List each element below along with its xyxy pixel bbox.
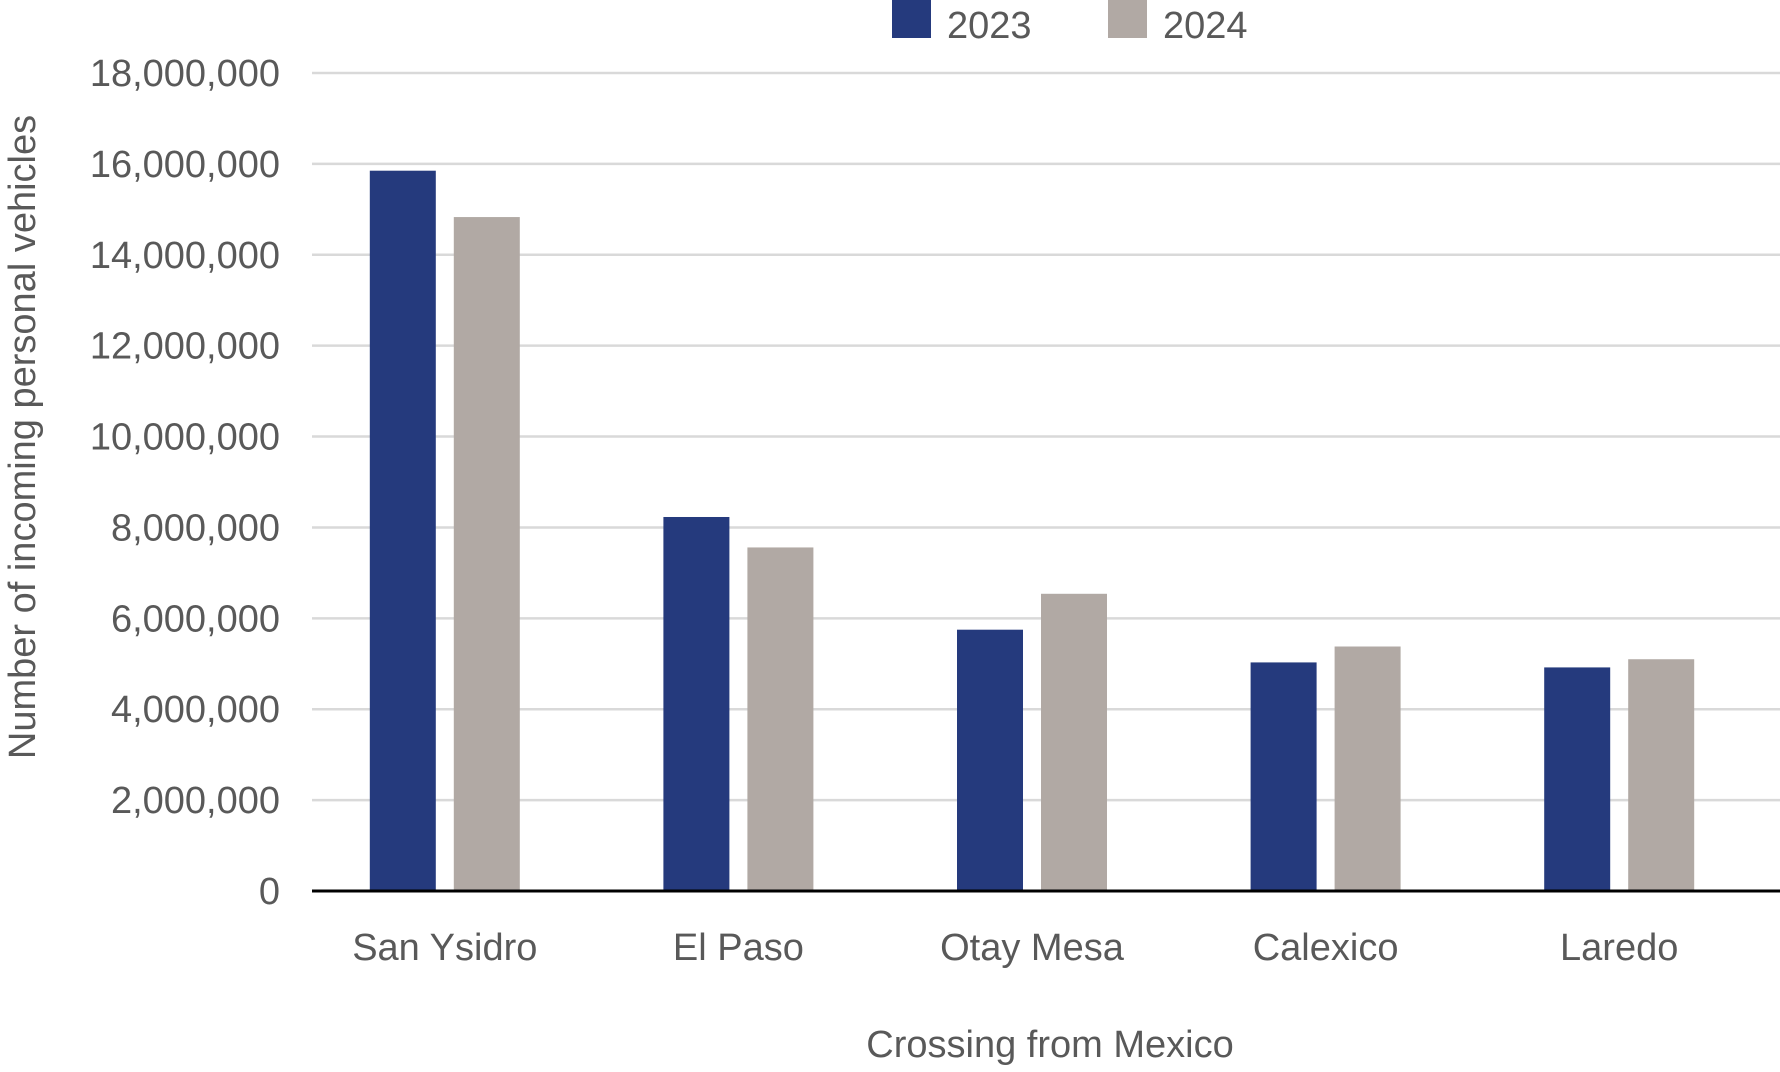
x-tick-label: Laredo bbox=[1560, 927, 1678, 969]
bar-2024-otay-mesa bbox=[1041, 593, 1107, 891]
legend-label-2023: 2023 bbox=[947, 5, 1032, 47]
bar-2023-otay-mesa bbox=[957, 629, 1023, 891]
x-axis-tick-labels: San Ysidro El Paso Otay Mesa Calexico Laredo bbox=[352, 927, 1678, 969]
gridlines bbox=[312, 71, 1780, 802]
y-tick-label: 16,000,000 bbox=[90, 144, 280, 186]
y-tick-label: 10,000,000 bbox=[90, 417, 280, 459]
bar-2023-san-ysidro bbox=[369, 170, 436, 891]
y-tick-label: 14,000,000 bbox=[90, 235, 280, 277]
y-axis-title: Number of incoming personal vehicles bbox=[2, 115, 44, 759]
bar-2024-laredo bbox=[1628, 659, 1695, 891]
legend-label-2024: 2024 bbox=[1163, 5, 1248, 47]
x-tick-label: Calexico bbox=[1253, 927, 1399, 969]
x-tick-label: San Ysidro bbox=[352, 927, 537, 969]
bar-2023-el-paso bbox=[663, 516, 730, 891]
bar-2024-el-paso bbox=[747, 547, 814, 891]
y-tick-label: 6,000,000 bbox=[111, 598, 280, 640]
y-tick-label: 2,000,000 bbox=[111, 780, 280, 822]
y-tick-label: 18,000,000 bbox=[90, 53, 280, 95]
legend-swatch-2024 bbox=[1108, 0, 1147, 38]
y-tick-label: 4,000,000 bbox=[111, 689, 280, 731]
legend-swatch-2023 bbox=[892, 0, 931, 38]
y-tick-label: 0 bbox=[259, 871, 280, 913]
bar-2023-calexico bbox=[1250, 662, 1317, 891]
x-axis-title: Crossing from Mexico bbox=[866, 1024, 1233, 1066]
bar-2024-calexico bbox=[1334, 646, 1401, 891]
y-tick-label: 8,000,000 bbox=[111, 507, 280, 549]
y-axis-tick-labels: 0 2,000,000 4,000,000 6,000,000 8,000,000 10,… bbox=[90, 53, 280, 913]
x-tick-label: El Paso bbox=[673, 927, 804, 969]
y-tick-label: 12,000,000 bbox=[90, 326, 280, 368]
bar-2024-san-ysidro bbox=[453, 217, 520, 891]
x-tick-label: Otay Mesa bbox=[940, 927, 1125, 969]
bars bbox=[369, 170, 1695, 891]
legend: 2023 2024 bbox=[892, 0, 1248, 47]
bar-2023-laredo bbox=[1544, 667, 1611, 891]
